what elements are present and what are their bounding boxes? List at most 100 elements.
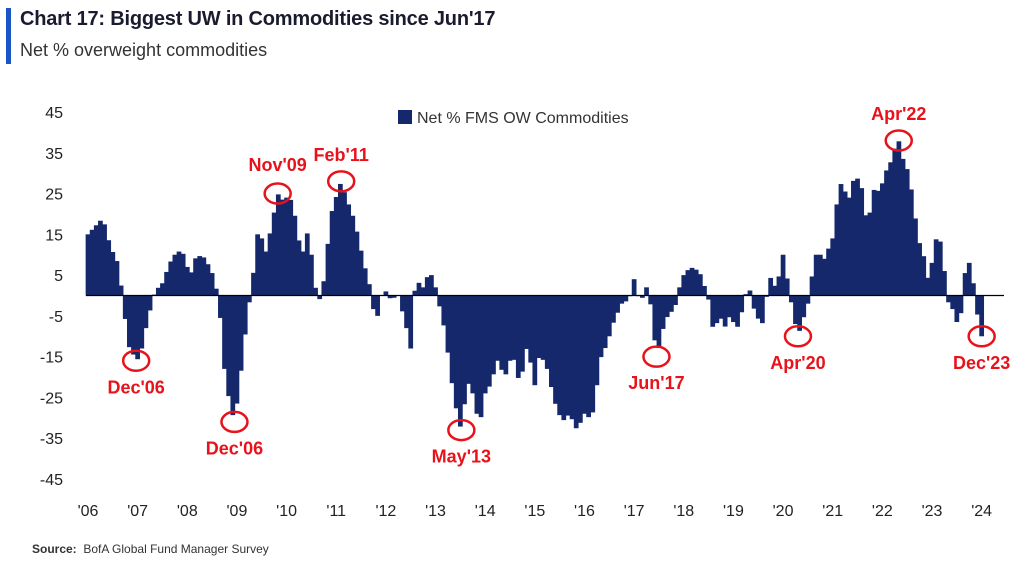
bar (599, 296, 604, 358)
bar (255, 234, 260, 295)
bar (284, 198, 289, 296)
bar (561, 296, 566, 421)
x-tick-label: '17 (624, 503, 645, 520)
bar (615, 296, 620, 313)
bar (528, 296, 533, 363)
bar (350, 216, 355, 296)
bar (197, 256, 202, 295)
y-tick-label: -5 (49, 309, 63, 326)
bar (251, 273, 256, 296)
bar (723, 296, 728, 327)
x-tick-label: '24 (971, 503, 992, 520)
x-tick-label: '21 (822, 503, 843, 520)
bar (930, 263, 935, 296)
bar (739, 296, 744, 313)
bar (106, 240, 111, 295)
bar (520, 296, 525, 372)
bar (226, 296, 231, 397)
x-tick-label: '14 (475, 503, 496, 520)
bar (123, 296, 128, 319)
y-tick-label: 5 (54, 268, 63, 285)
annotation-label: Apr'22 (871, 104, 926, 124)
bar (777, 276, 782, 295)
bar (657, 296, 662, 348)
y-tick-label: 15 (45, 227, 63, 244)
bar (926, 278, 931, 296)
bar (719, 296, 724, 319)
bar (235, 296, 240, 404)
x-tick-label: '20 (773, 503, 794, 520)
bar (652, 296, 657, 341)
bar (578, 296, 583, 423)
bar (570, 296, 575, 420)
bar (537, 296, 542, 359)
bar (946, 296, 951, 303)
bar (834, 204, 839, 295)
annotation-label: Jun'17 (628, 373, 684, 393)
bar (243, 296, 248, 335)
bar (524, 296, 529, 349)
x-tick-label: '23 (922, 503, 943, 520)
bar (954, 296, 959, 323)
bar (715, 296, 720, 324)
x-tick-label: '08 (177, 503, 198, 520)
bar (363, 268, 368, 295)
bar (292, 216, 297, 296)
bar (408, 296, 413, 349)
bar (110, 252, 115, 295)
x-tick-label: '07 (127, 503, 148, 520)
bar (967, 263, 972, 296)
bar (892, 149, 897, 296)
bar (441, 296, 446, 326)
bar (115, 261, 120, 295)
bar (512, 296, 517, 360)
bar (855, 179, 860, 296)
bar (603, 296, 608, 349)
bar (450, 296, 455, 384)
bar (148, 296, 153, 311)
bar (495, 296, 500, 361)
bar (847, 198, 852, 296)
bar (181, 254, 186, 296)
bar (665, 296, 670, 318)
bar (177, 252, 182, 296)
bar (164, 272, 169, 296)
bar (690, 268, 695, 296)
bar (433, 287, 438, 295)
bar (326, 244, 331, 296)
bar (475, 296, 480, 414)
annotation-label: May'13 (432, 447, 491, 467)
bar (305, 233, 310, 295)
bar (454, 296, 459, 409)
bar (131, 296, 136, 355)
bar (102, 224, 107, 295)
bar (156, 288, 161, 296)
bar (462, 296, 467, 405)
bar (425, 277, 430, 295)
bar (785, 279, 790, 296)
bar (979, 296, 984, 337)
bar (868, 213, 873, 296)
bar (806, 296, 811, 304)
bar (942, 271, 947, 295)
bar (793, 296, 798, 325)
bar (822, 259, 827, 296)
bar (98, 221, 103, 296)
bar (818, 255, 823, 296)
bar (681, 275, 686, 295)
bar (545, 296, 550, 369)
bar (160, 283, 165, 295)
bar (669, 296, 674, 312)
bar (321, 281, 326, 295)
bar (487, 296, 492, 387)
bar (549, 296, 554, 388)
bar (905, 169, 910, 295)
bar (532, 296, 537, 386)
bar (206, 264, 211, 295)
bar (355, 232, 360, 296)
bar (735, 296, 740, 327)
bar (872, 190, 877, 296)
source-text: BofA Global Fund Manager Survey (83, 542, 268, 556)
bar (168, 262, 173, 296)
bar (367, 284, 372, 295)
